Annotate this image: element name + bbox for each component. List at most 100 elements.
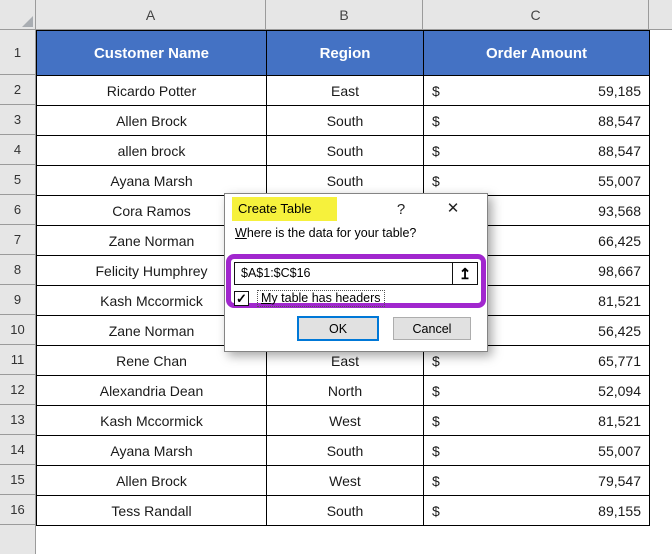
- row-header-3[interactable]: 3: [0, 105, 35, 135]
- row-header-5[interactable]: 5: [0, 165, 35, 195]
- cell-amount[interactable]: $79,547: [423, 465, 650, 496]
- currency-symbol: $: [432, 442, 440, 459]
- cell-amount[interactable]: $59,185: [423, 75, 650, 106]
- cell-region[interactable]: East: [266, 75, 424, 106]
- table-row: Ricardo Potter East $59,185: [36, 75, 650, 106]
- row-header-2[interactable]: 2: [0, 75, 35, 105]
- currency-symbol: $: [432, 82, 440, 99]
- dialog-prompt: Where is the data for your table?: [235, 226, 416, 240]
- cell-region[interactable]: South: [266, 135, 424, 166]
- collapse-arrow-icon: ↥: [458, 265, 472, 283]
- select-all-triangle-icon: [22, 16, 33, 27]
- cell-name[interactable]: Kash Mccormick: [36, 405, 267, 436]
- cell-name[interactable]: Tess Randall: [36, 495, 267, 526]
- create-table-dialog: Create Table ? ✕ Where is the data for y…: [224, 193, 488, 352]
- cell-amount[interactable]: $89,155: [423, 495, 650, 526]
- cell-region[interactable]: South: [266, 435, 424, 466]
- prompt-accelerator: W: [235, 226, 247, 240]
- amount-value: 55,007: [598, 172, 641, 189]
- row-header-9[interactable]: 9: [0, 285, 35, 315]
- row-header-14[interactable]: 14: [0, 435, 35, 465]
- cell-region[interactable]: South: [266, 105, 424, 136]
- collapse-dialog-button[interactable]: ↥: [452, 263, 477, 284]
- amount-value: 55,007: [598, 442, 641, 459]
- table-row: Kash Mccormick West $81,521: [36, 405, 650, 436]
- row-header-8[interactable]: 8: [0, 255, 35, 285]
- checkbox-label-text: y table has headers: [271, 291, 381, 305]
- currency-symbol: $: [432, 172, 440, 189]
- cell-amount[interactable]: $81,521: [423, 405, 650, 436]
- column-header-strip: A B C: [0, 0, 672, 30]
- cell-name[interactable]: Ricardo Potter: [36, 75, 267, 106]
- table-row: Alexandria Dean North $52,094: [36, 375, 650, 406]
- cell-amount[interactable]: $88,547: [423, 135, 650, 166]
- currency-symbol: $: [432, 382, 440, 399]
- checkbox-accelerator: M: [261, 291, 272, 305]
- table-row: Allen Brock South $88,547: [36, 105, 650, 136]
- ok-button[interactable]: OK: [297, 316, 379, 341]
- currency-symbol: $: [432, 502, 440, 519]
- help-icon[interactable]: ?: [396, 200, 406, 218]
- amount-value: 79,547: [598, 472, 641, 489]
- cell-customer-name-header[interactable]: Customer Name: [36, 30, 267, 76]
- cell-region[interactable]: North: [266, 375, 424, 406]
- row-header-13[interactable]: 13: [0, 405, 35, 435]
- row-header-7[interactable]: 7: [0, 225, 35, 255]
- cell-name[interactable]: Allen Brock: [36, 465, 267, 496]
- prompt-text: here is the data for your table?: [246, 226, 417, 240]
- column-header-a[interactable]: A: [36, 0, 266, 29]
- currency-symbol: $: [432, 142, 440, 159]
- table-row: Allen Brock West $79,547: [36, 465, 650, 496]
- range-value: $A$1:$C$16: [241, 266, 311, 280]
- row-header-1[interactable]: 1: [0, 30, 35, 75]
- cell-amount[interactable]: $88,547: [423, 105, 650, 136]
- table-range-input[interactable]: $A$1:$C$16 ↥: [234, 262, 478, 285]
- amount-value: 93,568: [598, 202, 641, 219]
- amount-value: 89,155: [598, 502, 641, 519]
- cell-name[interactable]: Ayana Marsh: [36, 435, 267, 466]
- cell-name[interactable]: Allen Brock: [36, 105, 267, 136]
- headers-checkbox-row: ✓ My table has headers: [234, 290, 385, 307]
- table-row: Tess Randall South $89,155: [36, 495, 650, 526]
- cell-name[interactable]: allen brock: [36, 135, 267, 166]
- headers-checkbox[interactable]: ✓: [234, 291, 249, 306]
- row-header-11[interactable]: 11: [0, 345, 35, 375]
- currency-symbol: $: [432, 112, 440, 129]
- headers-checkbox-label[interactable]: My table has headers: [257, 290, 385, 307]
- row-header-12[interactable]: 12: [0, 375, 35, 405]
- close-icon[interactable]: ✕: [446, 200, 460, 217]
- row-header-16[interactable]: 16: [0, 495, 35, 525]
- cell-order-amount-header[interactable]: Order Amount: [423, 30, 650, 76]
- cell-amount[interactable]: $55,007: [423, 165, 650, 196]
- select-all-button[interactable]: [0, 0, 36, 29]
- cell-region-header[interactable]: Region: [266, 30, 424, 76]
- cell-region[interactable]: South: [266, 165, 424, 196]
- cell-amount[interactable]: $52,094: [423, 375, 650, 406]
- cell-region[interactable]: West: [266, 465, 424, 496]
- cell-amount[interactable]: $55,007: [423, 435, 650, 466]
- amount-value: 56,425: [598, 322, 641, 339]
- cell-name[interactable]: Ayana Marsh: [36, 165, 267, 196]
- amount-value: 52,094: [598, 382, 641, 399]
- amount-value: 66,425: [598, 232, 641, 249]
- cell-region[interactable]: West: [266, 405, 424, 436]
- column-header-c[interactable]: C: [423, 0, 649, 29]
- column-header-filler: [649, 0, 672, 29]
- row-header-4[interactable]: 4: [0, 135, 35, 165]
- cell-region[interactable]: South: [266, 495, 424, 526]
- amount-value: 65,771: [598, 352, 641, 369]
- amount-value: 81,521: [598, 292, 641, 309]
- row-header-filler: [0, 525, 35, 554]
- row-header-6[interactable]: 6: [0, 195, 35, 225]
- cancel-button[interactable]: Cancel: [393, 317, 471, 340]
- table-row: Rene Chan East $65,771: [36, 345, 650, 376]
- column-header-b[interactable]: B: [266, 0, 423, 29]
- row-header-15[interactable]: 15: [0, 465, 35, 495]
- row-header-strip: 1 2 3 4 5 6 7 8 9 10 11 12 13 14 15 16: [0, 30, 36, 554]
- checkmark-icon: ✓: [236, 290, 247, 306]
- currency-symbol: $: [432, 472, 440, 489]
- row-header-10[interactable]: 10: [0, 315, 35, 345]
- table-row: Ayana Marsh South $55,007: [36, 165, 650, 196]
- cell-name[interactable]: Alexandria Dean: [36, 375, 267, 406]
